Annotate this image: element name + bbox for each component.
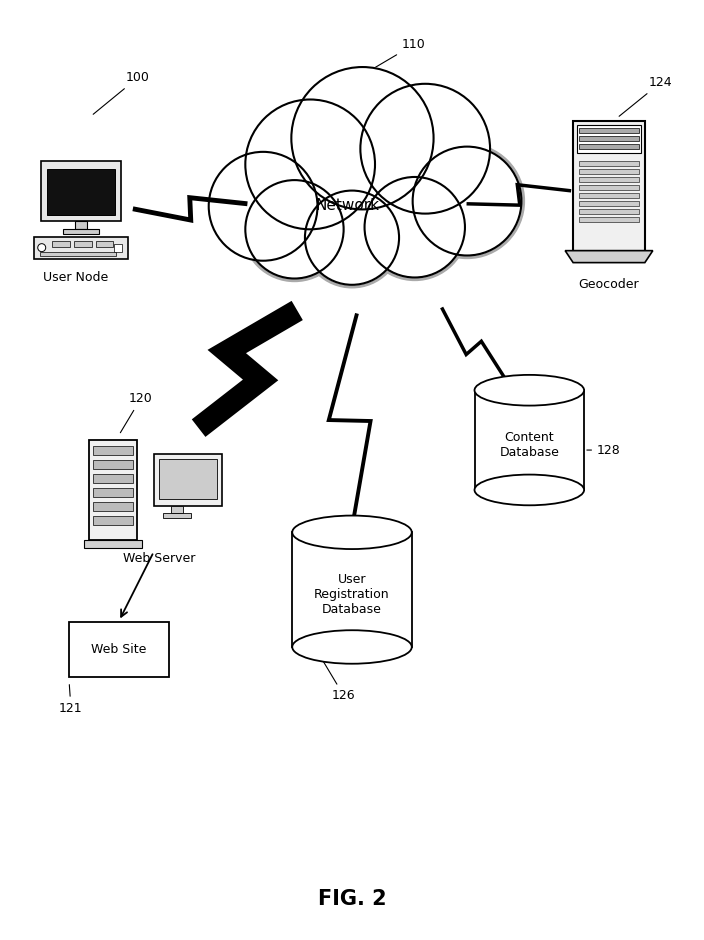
Bar [153,454,222,506]
Circle shape [410,144,524,258]
Text: FIG. 2: FIG. 2 [318,888,386,909]
Bar [39,252,116,256]
Text: Web Server: Web Server [122,552,195,565]
Text: Content
Database: Content Database [499,431,559,459]
Text: User
Registration
Database: User Registration Database [314,573,390,616]
Bar [579,209,639,213]
Text: 124: 124 [619,76,672,117]
Text: Geocoder: Geocoder [579,277,639,290]
Bar [579,185,639,190]
Bar [63,228,99,234]
Bar [93,516,133,525]
Circle shape [38,243,46,252]
Bar [159,459,217,499]
Circle shape [365,177,465,277]
Bar [170,506,182,513]
Bar [84,540,142,548]
Bar [579,201,639,206]
Circle shape [242,177,346,281]
Circle shape [305,191,399,285]
Bar [292,532,412,647]
Bar [34,237,128,258]
Bar [42,161,121,221]
Bar [89,440,137,540]
Bar [96,241,113,246]
Circle shape [245,180,344,278]
Bar [579,144,639,149]
Bar [474,390,584,490]
Bar [75,221,87,228]
Bar [579,217,639,222]
Bar [93,488,133,497]
Circle shape [245,100,375,229]
Text: 126: 126 [324,662,356,702]
Bar [47,169,115,214]
Circle shape [208,152,318,260]
Text: Web Site: Web Site [92,643,146,656]
Ellipse shape [474,475,584,506]
Bar [579,193,639,197]
Bar [74,241,92,246]
Circle shape [362,174,468,280]
Circle shape [413,147,522,256]
Text: 110: 110 [359,39,425,77]
Ellipse shape [474,375,584,405]
Bar [577,125,641,153]
Bar [93,502,133,510]
Bar [573,121,645,251]
Bar [579,169,639,174]
Text: 120: 120 [120,392,153,432]
Bar [115,243,122,252]
Ellipse shape [292,630,412,664]
Circle shape [360,84,490,213]
Text: 100: 100 [93,71,150,115]
Bar [579,136,639,141]
Bar [93,460,133,469]
Polygon shape [565,251,653,262]
Circle shape [291,67,434,210]
Bar [579,161,639,165]
Text: Network: Network [315,198,379,213]
Text: User Node: User Node [44,271,108,284]
Bar [69,622,169,677]
Bar [51,241,70,246]
Bar [93,474,133,483]
Bar [579,128,639,133]
Circle shape [302,188,402,288]
Bar [93,446,133,455]
Ellipse shape [292,515,412,549]
Text: 128: 128 [587,444,621,457]
Bar [163,513,191,518]
Text: 121: 121 [59,684,83,714]
Bar [579,177,639,181]
